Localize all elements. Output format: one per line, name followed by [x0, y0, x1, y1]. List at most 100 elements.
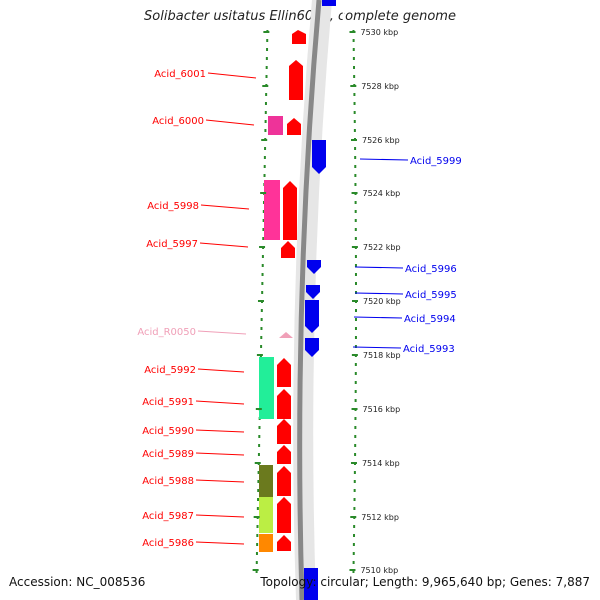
- cds-acid-5998: [283, 181, 297, 240]
- left-rail-tick: [255, 561, 258, 564]
- left-rail-tick: [257, 453, 260, 456]
- left-rail-tick: [264, 102, 267, 105]
- gene-leader-line: [352, 346, 402, 349]
- kbp-major-tick-left: [262, 85, 269, 87]
- kbp-label: 7530 kbp: [361, 28, 399, 37]
- gene-label: Acid_5993: [403, 344, 455, 355]
- cds-acid-5992: [277, 358, 291, 387]
- left-rail-tick: [260, 336, 263, 339]
- kbp-major-tick: [350, 85, 357, 87]
- gene-label: Acid_5991: [142, 397, 194, 408]
- feature-block-olive: [259, 465, 273, 497]
- gene-label: Acid_5990: [142, 426, 194, 437]
- kbp-major-tick-left: [256, 354, 263, 356]
- left-rail-tick: [255, 570, 258, 573]
- left-rail-tick: [261, 255, 264, 258]
- gene-leader-line: [195, 541, 245, 545]
- right-rail-tick: [354, 255, 357, 258]
- kbp-major-tick: [351, 246, 358, 248]
- left-rail-tick: [264, 129, 267, 132]
- right-rail-tick: [352, 552, 355, 555]
- gene-leader-line: [200, 204, 250, 210]
- right-rail-tick: [353, 102, 356, 105]
- kbp-major-tick-left: [255, 408, 262, 410]
- cds-top-blue: [322, 0, 336, 6]
- right-rail-tick: [354, 156, 357, 159]
- gene-leader-line: [195, 429, 245, 433]
- left-rail-tick: [264, 111, 267, 114]
- right-rail-tick: [354, 435, 357, 438]
- right-rail-tick: [354, 210, 357, 213]
- right-rail-tick: [353, 93, 356, 96]
- right-rail-tick: [352, 561, 355, 564]
- right-rail-tick: [353, 525, 356, 528]
- gene-label: Acid_6000: [152, 116, 204, 127]
- left-rail-tick: [258, 426, 261, 429]
- backbone-highlight: [340, 0, 347, 600]
- left-rail-tick: [261, 282, 264, 285]
- gene-label: Acid_5999: [410, 156, 462, 167]
- cds-acid-5990: [277, 419, 291, 444]
- cds-top-red: [292, 30, 306, 44]
- rna-acid-r0050: [279, 332, 293, 338]
- left-rail-tick: [260, 318, 263, 321]
- left-rail-tick: [266, 39, 269, 42]
- gene-leader-line: [353, 316, 403, 319]
- feature-blocks: [259, 116, 283, 552]
- gene-label: Acid_R0050: [137, 327, 196, 338]
- gene-leader-line: [195, 479, 245, 483]
- kbp-major-tick: [349, 569, 356, 571]
- gene-leader-line: [195, 452, 245, 456]
- kbp-label: 7524 kbp: [363, 189, 401, 198]
- forward-cds-track: [277, 30, 306, 551]
- left-rail-tick: [263, 165, 266, 168]
- left-rail-tick: [262, 237, 265, 240]
- right-rail-tick: [353, 66, 356, 69]
- cds-acid-5988: [277, 466, 291, 496]
- map-title: Solibacter usitatus Ellin6076, complete …: [144, 9, 456, 24]
- right-rail-tick: [354, 183, 357, 186]
- left-rail-tick: [260, 345, 263, 348]
- kbp-label: 7514 kbp: [362, 459, 400, 468]
- left-rail-tick: [262, 228, 265, 231]
- kbp-major-tick-left: [252, 569, 259, 571]
- right-rail-tick: [353, 111, 356, 114]
- reverse-cds-track: [304, 0, 336, 600]
- gene-label: Acid_5987: [142, 511, 194, 522]
- right-rail-tick: [354, 147, 357, 150]
- kbp-label: 7528 kbp: [361, 82, 399, 91]
- right-rail-tick: [354, 273, 357, 276]
- gene-label: Acid_5997: [146, 239, 198, 250]
- gene-label: Acid_5988: [142, 476, 194, 487]
- left-rail-tick: [258, 444, 261, 447]
- right-rail-tick: [354, 282, 357, 285]
- cds-acid-5991: [277, 389, 291, 419]
- right-rail-tick: [353, 534, 356, 537]
- feature-block-pink-b: [264, 180, 280, 240]
- right-rail-tick: [353, 75, 356, 78]
- left-rail-tick: [257, 471, 260, 474]
- kbp-major-tick-left: [263, 31, 270, 33]
- gene-leader-line: [197, 368, 245, 373]
- cds-acid-5989: [277, 445, 291, 464]
- right-rail-tick: [353, 489, 356, 492]
- left-rail-tick: [264, 147, 267, 150]
- feature-block-pink-a: [268, 116, 283, 135]
- right-rail-tick: [354, 363, 357, 366]
- kbp-label: 7512 kbp: [361, 513, 399, 522]
- left-rail-tick: [266, 48, 269, 51]
- kbp-scale: 7530 kbp 7528 kbp 7526 kbp 7524 kbp 7522 kbp…: [252, 28, 401, 575]
- right-rail-tick: [354, 309, 357, 312]
- kbp-label: 7510 kbp: [360, 566, 398, 575]
- left-rail-tick: [260, 309, 263, 312]
- cds-bottom-blue: [304, 568, 318, 600]
- gene-leader-line: [197, 330, 247, 335]
- left-rail-tick: [262, 210, 265, 213]
- gene-leader-line: [359, 158, 409, 161]
- right-rail-tick: [352, 57, 355, 60]
- kbp-major-tick: [351, 408, 358, 410]
- right-rail-tick: [353, 129, 356, 132]
- gene-leader-line: [195, 400, 245, 405]
- gene-leader-line: [195, 514, 245, 518]
